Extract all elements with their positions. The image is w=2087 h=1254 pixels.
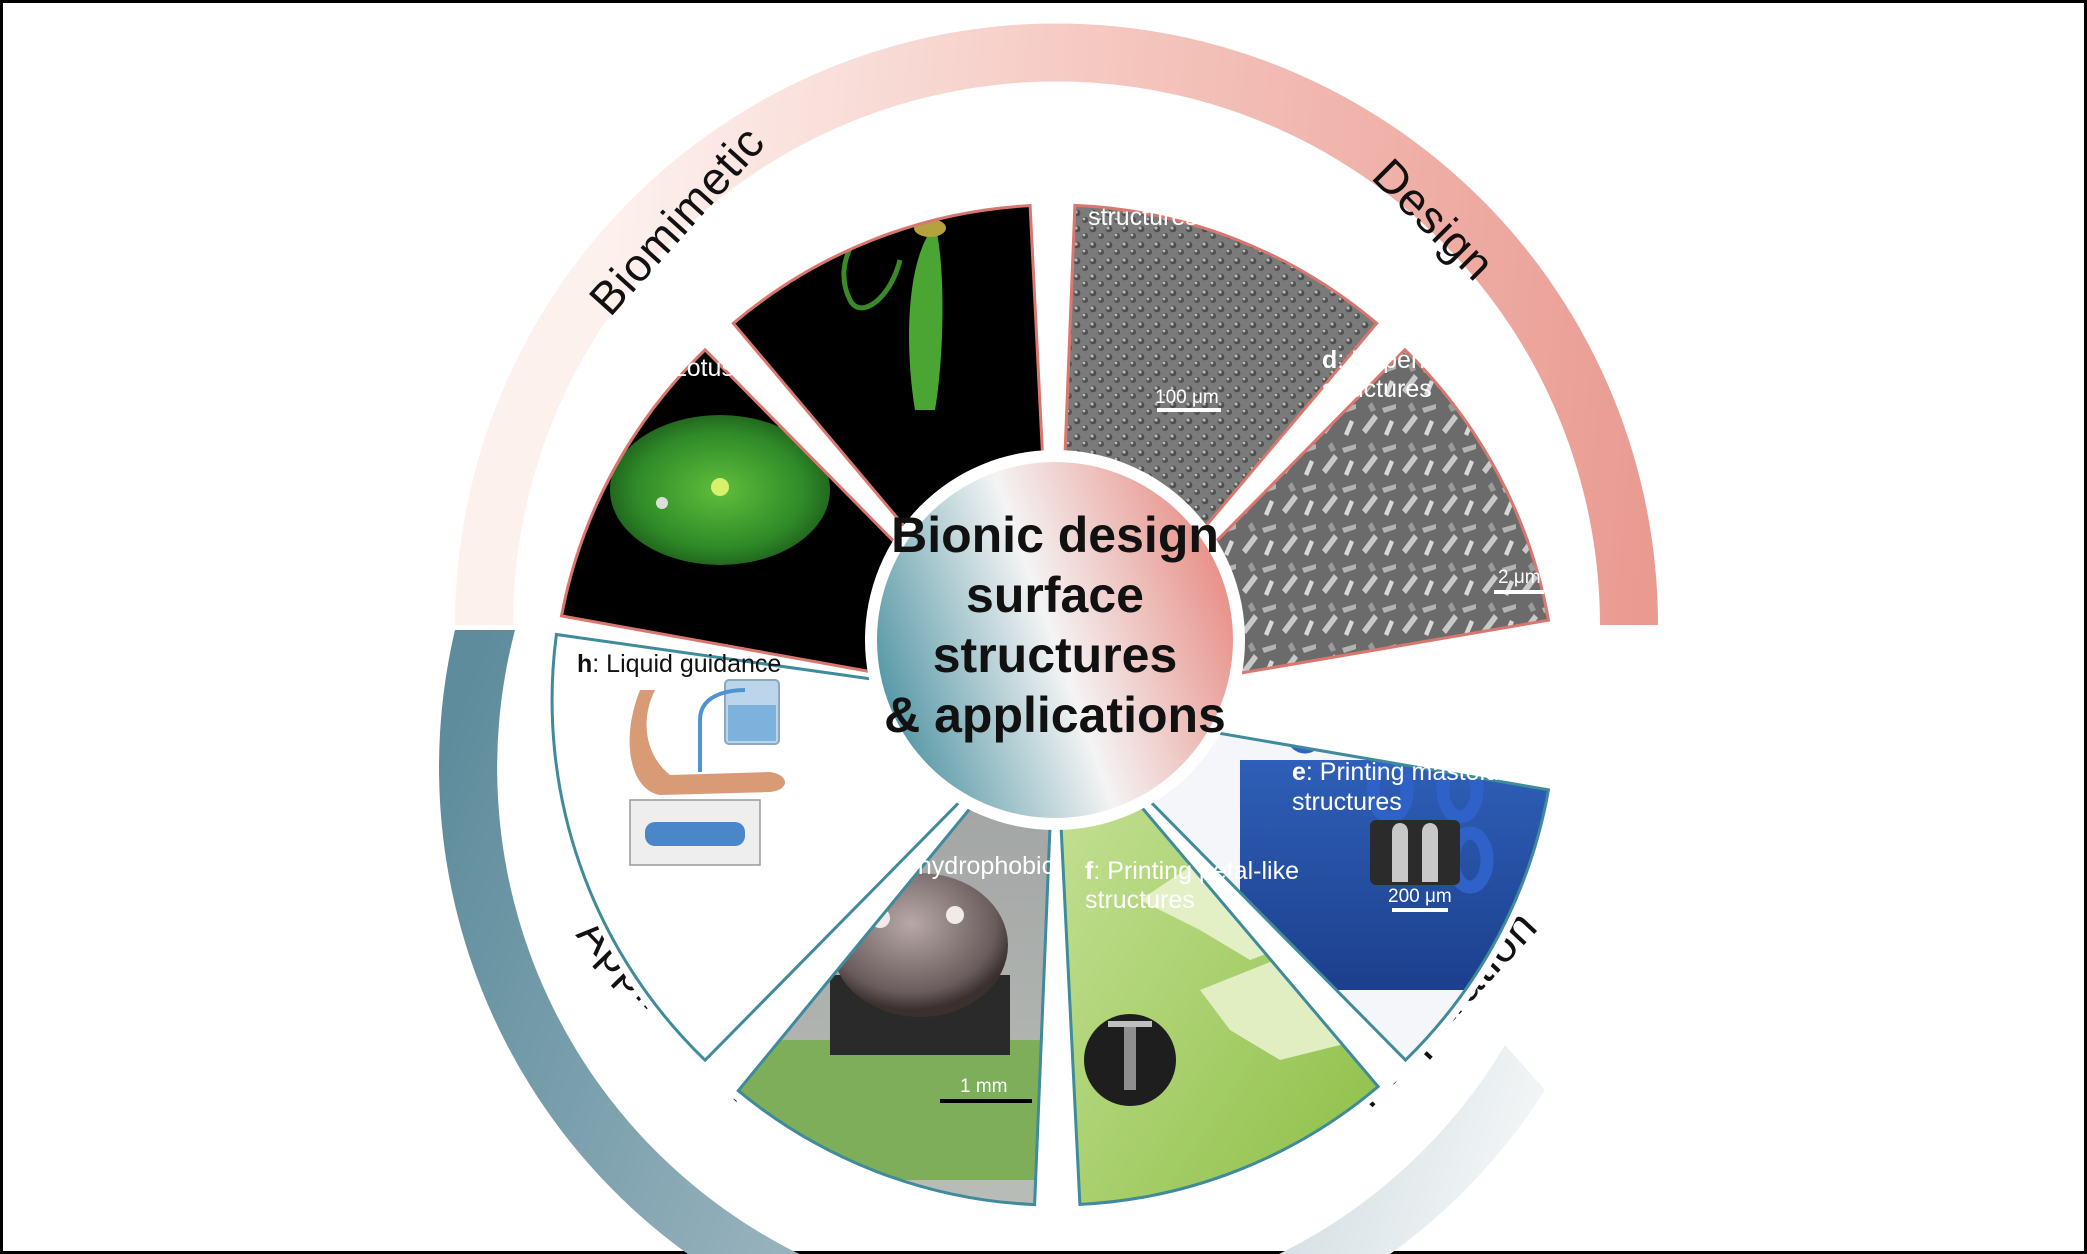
panel-e-caption-line1: e: Printing mastoid	[1292, 758, 1499, 786]
panel-f-caption-line2: structures	[1085, 886, 1195, 914]
panel-g-outline	[736, 700, 1057, 1207]
panel-e-scale-bar	[1392, 908, 1448, 912]
panel-f-caption-line1: f: Printing petal-like	[1085, 857, 1299, 885]
panel-b-outline	[731, 204, 1057, 710]
panel-c-caption-line1: c: Lotus leaf	[1088, 174, 1224, 202]
panel-c-scale-label: 100 μm	[1155, 387, 1219, 408]
center-title-line1: Bionic design	[891, 507, 1219, 563]
panel-h-outline	[550, 632, 1059, 1063]
panel-b-caption: b: Nepenthes	[898, 176, 1048, 204]
liquid-guidance-image	[629, 679, 785, 866]
panel-a-outline	[559, 347, 1060, 708]
center-title-line4: & applications	[884, 687, 1226, 743]
panel-g-scale-label: 1 mm	[960, 1076, 1008, 1097]
panel-c-outline	[1053, 203, 1379, 710]
panel-e-caption-line2: structures	[1292, 788, 1402, 816]
panel-c-scale-bar	[1157, 408, 1221, 412]
center-title-line2: surface	[966, 567, 1144, 623]
arc-label-biomimetic: Biomimetic	[579, 115, 775, 324]
panel-e-scale-label: 200 μm	[1388, 886, 1452, 907]
panel-d-scale-label: 2 μm	[1498, 567, 1541, 588]
center-title-line3: structures	[933, 627, 1178, 683]
bottom-arc-band	[439, 630, 1545, 1254]
panel-h-caption: h: Liquid guidance	[577, 650, 781, 678]
panel-c-caption-line2: structures	[1088, 203, 1198, 231]
panel-e-outline	[1050, 702, 1551, 1063]
panel-d-caption-line1: d: Nepenthes	[1322, 346, 1472, 374]
panel-g-scale-bar	[940, 1099, 1032, 1103]
panel-d-scale-bar	[1494, 590, 1544, 594]
panel-d-caption-line2: structures	[1322, 375, 1432, 403]
panel-g-superhydrophobic: g: Superhydrophobic 1 mm	[736, 700, 1057, 1207]
panel-f-outline	[1053, 700, 1381, 1206]
center-disk	[877, 462, 1233, 818]
panel-a-caption: a: Lotus leaf	[645, 354, 781, 382]
